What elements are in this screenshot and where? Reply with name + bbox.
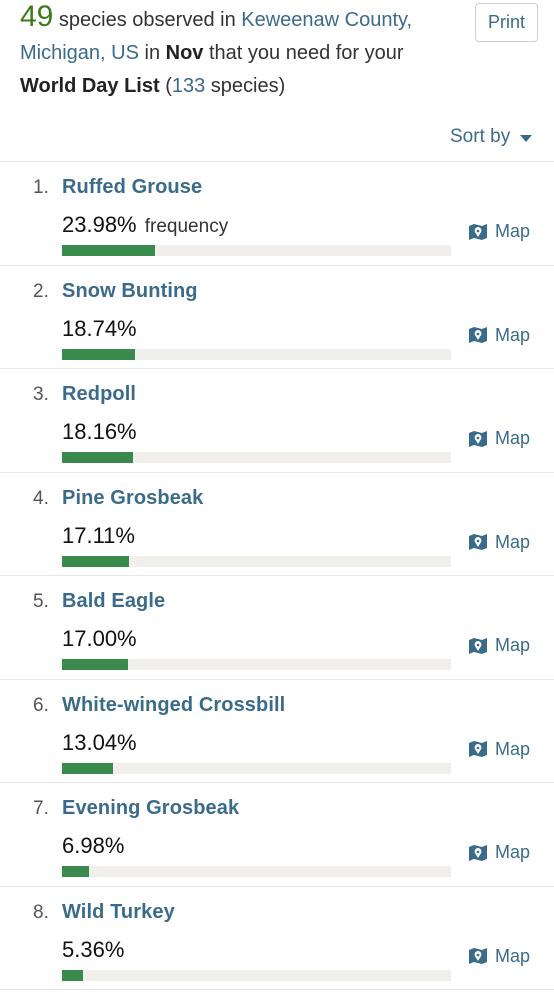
frequency-bar-fill	[62, 762, 113, 774]
list-item: 5. Bald Eagle 17.00% Map	[0, 576, 554, 680]
map-pin-icon	[469, 844, 487, 861]
map-label: Map	[495, 221, 531, 241]
frequency-bar-track	[62, 245, 451, 256]
frequency-value: 17.11%	[62, 522, 135, 548]
list-item: 6. White-winged Crossbill 13.04% Map	[0, 680, 554, 783]
species-name-link[interactable]: Pine Grosbeak	[62, 486, 204, 509]
results-summary: 49 species observed in Keweenaw County, …	[20, 0, 460, 103]
frequency-bar-track	[62, 659, 451, 670]
map-link[interactable]: Map	[468, 325, 530, 346]
frequency-bar-fill	[62, 969, 83, 981]
map-pin-icon	[469, 741, 487, 757]
summary-text: 49 species observed in Keweenaw County, …	[20, 0, 413, 97]
frequency-bar-track	[62, 452, 451, 463]
species-rank: 6.	[33, 694, 49, 716]
species-rank: 8.	[33, 901, 49, 923]
frequency-value: 18.74%	[62, 315, 137, 341]
species-name-link[interactable]: Redpoll	[62, 383, 137, 405]
map-label: Map	[495, 842, 531, 862]
map-pin-icon	[469, 430, 487, 447]
map-label: Map	[495, 945, 531, 966]
frequency-bar-track	[62, 969, 451, 981]
species-name-link[interactable]: Ruffed Grouse	[62, 176, 203, 198]
map-link[interactable]: Map	[468, 532, 530, 553]
frequency-bar-track	[62, 555, 451, 567]
species-rank: 3.	[33, 384, 49, 405]
sort-by-dropdown[interactable]: Sort by	[450, 124, 533, 150]
frequency-bar-fill	[62, 555, 129, 567]
species-name-link[interactable]: Wild Turkey	[62, 900, 175, 923]
species-name-link[interactable]: Evening Grosbeak	[62, 797, 240, 819]
list-item: 4. Pine Grosbeak 17.11% Map	[0, 473, 554, 576]
frequency-bar-track	[62, 348, 451, 360]
species-count: 49	[20, 0, 54, 33]
map-label: Map	[495, 738, 531, 759]
species-rank: 5.	[33, 591, 49, 612]
species-rank: 2.	[33, 280, 49, 302]
frequency-value: 18.16%	[62, 419, 137, 444]
map-link[interactable]: Map	[468, 428, 530, 449]
frequency-value: 17.00%	[62, 626, 137, 651]
map-label: Map	[495, 324, 531, 345]
species-rank: 4.	[33, 487, 49, 509]
list-item: 3. Redpoll 18.16% Map	[0, 369, 554, 473]
map-link[interactable]: Map	[468, 946, 530, 967]
month-label: Nov	[165, 42, 204, 64]
list-item: 1. Ruffed Grouse 23.98% frequency Map	[0, 162, 554, 266]
list-item: 8. Wild Turkey 5.36% Map	[0, 887, 554, 990]
frequency-value: 23.98% frequency	[62, 212, 229, 237]
map-link[interactable]: Map	[468, 739, 530, 760]
map-pin-icon	[469, 223, 487, 240]
map-pin-icon	[469, 637, 487, 654]
frequency-bar-fill	[62, 659, 129, 670]
species-name-link[interactable]: Bald Eagle	[62, 590, 166, 612]
species-name-link[interactable]: White-winged Crossbill	[62, 693, 286, 716]
map-pin-icon	[469, 327, 487, 343]
sort-by-label: Sort by	[450, 126, 511, 147]
species-name-link[interactable]: Snow Bunting	[62, 279, 198, 302]
frequency-bar-fill	[62, 866, 90, 877]
frequency-bar-track	[62, 762, 451, 774]
frequency-label: frequency	[144, 216, 229, 237]
map-link[interactable]: Map	[468, 842, 530, 863]
map-label: Map	[495, 531, 531, 552]
frequency-value: 13.04%	[62, 729, 137, 755]
frequency-bar-track	[62, 866, 451, 877]
location-link[interactable]: Keweenaw County, Michigan, US	[20, 9, 413, 64]
map-label: Map	[495, 428, 531, 448]
list-name: World Day List	[20, 75, 160, 97]
list-item: 2. Snow Bunting 18.74% Map	[0, 266, 554, 369]
map-pin-icon	[469, 534, 487, 550]
frequency-value: 5.36%	[62, 936, 125, 962]
frequency-bar-fill	[62, 245, 156, 256]
list-item: 7. Evening Grosbeak 6.98% Map	[0, 783, 554, 887]
map-link[interactable]: Map	[468, 221, 530, 242]
frequency-value: 6.98%	[62, 833, 125, 858]
species-rank: 1.	[33, 177, 49, 198]
frequency-bar-fill	[62, 348, 135, 360]
species-rank: 7.	[33, 798, 49, 819]
frequency-bar-fill	[62, 452, 133, 463]
map-pin-icon	[469, 948, 487, 964]
species-list: 1. Ruffed Grouse 23.98% frequency Map 2. Snow…	[0, 161, 554, 990]
map-label: Map	[495, 635, 531, 655]
list-total: 133	[171, 75, 206, 97]
map-link[interactable]: Map	[468, 635, 530, 656]
caret-down-icon	[520, 134, 533, 142]
print-button[interactable]: Print	[475, 3, 538, 42]
